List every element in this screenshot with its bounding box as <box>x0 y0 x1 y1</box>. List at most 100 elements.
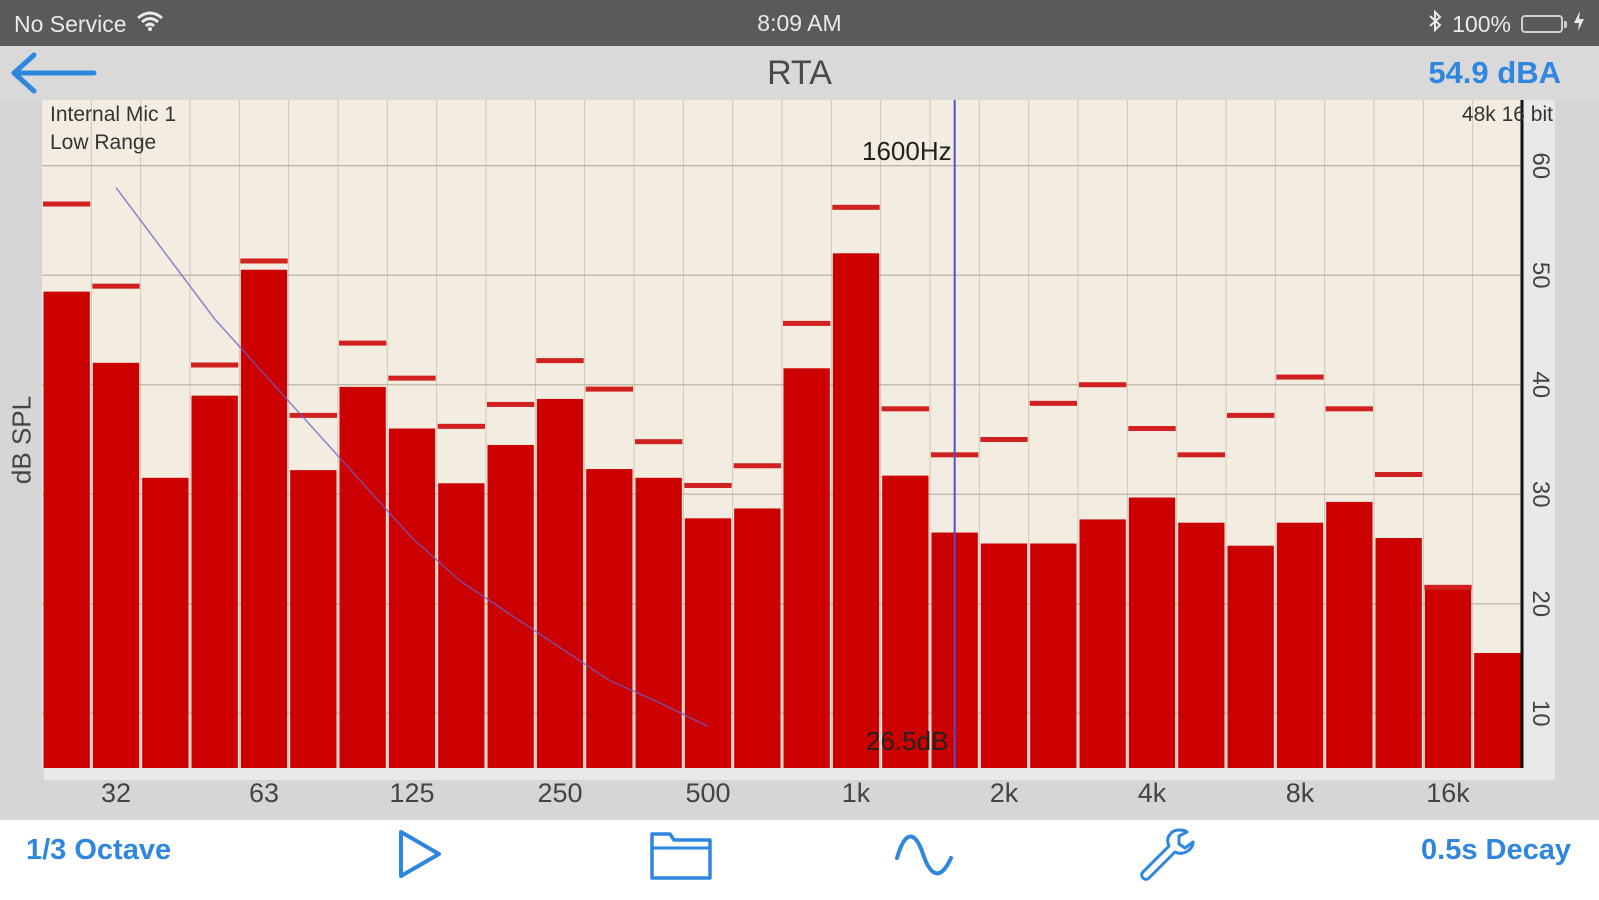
nav-bar: RTA 54.9 dBA <box>0 46 1599 100</box>
bar <box>339 386 386 768</box>
back-arrow-icon <box>11 52 97 94</box>
peak-marker <box>1424 584 1472 590</box>
peak-marker <box>289 412 337 418</box>
cursor-level-label: 26.5dB <box>866 726 949 756</box>
peak-marker <box>1029 400 1077 406</box>
battery-percent: 100% <box>1452 10 1511 37</box>
carrier-label: No Service <box>14 10 127 37</box>
input-source-label: Internal Mic 1 <box>50 103 177 126</box>
bar <box>586 469 633 768</box>
octave-button[interactable]: 1/3 Octave <box>26 834 172 866</box>
peak-marker <box>191 362 239 368</box>
play-button[interactable] <box>395 824 445 889</box>
bluetooth-icon <box>1428 9 1442 38</box>
bar <box>290 470 337 768</box>
bar <box>882 475 929 768</box>
peak-marker <box>733 463 781 469</box>
peak-marker <box>43 201 91 207</box>
peak-marker <box>1375 472 1423 478</box>
bar <box>487 444 534 768</box>
peak-marker <box>980 436 1028 442</box>
cursor-frequency-label: 1600Hz <box>862 136 952 166</box>
x-axis-strip <box>0 780 1599 820</box>
format-label: 48k 16 bit <box>1461 103 1553 126</box>
bar <box>783 368 830 768</box>
back-button[interactable] <box>8 52 98 94</box>
bar <box>1474 653 1521 768</box>
bar <box>536 398 584 768</box>
x-tick-label: 500 <box>685 778 730 808</box>
y-axis-strip <box>1555 100 1599 780</box>
x-tick-label: 125 <box>389 778 434 808</box>
peak-marker <box>536 358 584 364</box>
decay-button[interactable]: 0.5s Decay <box>1421 834 1571 866</box>
peak-marker <box>832 204 880 210</box>
level-readout[interactable]: 54.9 dBA <box>1428 55 1561 90</box>
y-tick-label: 20 <box>1527 590 1554 617</box>
bar <box>684 518 732 768</box>
bar <box>635 477 682 768</box>
battery-icon <box>1521 15 1567 33</box>
peak-marker <box>635 439 683 445</box>
bar <box>734 508 781 768</box>
y-tick-label: 60 <box>1527 152 1554 179</box>
wifi-icon <box>136 10 164 38</box>
peak-marker <box>339 340 387 346</box>
bar <box>191 395 238 768</box>
bar <box>1424 587 1472 768</box>
bar <box>1375 538 1422 768</box>
bar <box>438 483 485 768</box>
folder-icon <box>650 832 712 880</box>
peak-marker <box>92 283 140 289</box>
open-file-button[interactable] <box>648 824 714 889</box>
peak-marker <box>585 386 633 392</box>
bar <box>388 428 436 768</box>
peak-marker <box>1177 452 1225 458</box>
bar <box>92 362 140 768</box>
x-tick-label: 32 <box>101 778 131 808</box>
y-tick-label: 10 <box>1527 700 1554 727</box>
y-tick-label: 30 <box>1527 481 1554 508</box>
bar <box>240 269 288 768</box>
x-tick-label: 250 <box>537 778 582 808</box>
peak-marker <box>1276 374 1324 380</box>
peak-marker <box>684 482 732 488</box>
bar <box>1276 522 1324 768</box>
bar <box>1079 519 1126 768</box>
bar <box>142 477 189 768</box>
y-label-strip <box>0 100 44 780</box>
y-tick-label: 40 <box>1527 371 1554 398</box>
x-tick-label: 1k <box>842 778 871 808</box>
charging-icon <box>1573 10 1585 38</box>
page-title: RTA <box>767 54 832 92</box>
peak-marker <box>1128 426 1176 432</box>
bar <box>832 253 880 769</box>
peak-marker <box>1079 382 1127 388</box>
peak-marker <box>388 375 436 381</box>
x-tick-label: 4k <box>1138 778 1167 808</box>
peak-marker <box>881 406 929 412</box>
bar <box>43 291 90 768</box>
x-tick-label: 2k <box>990 778 1019 808</box>
peak-marker <box>1325 406 1373 412</box>
range-label: Low Range <box>50 131 157 154</box>
peak-marker <box>1227 412 1275 418</box>
peak-marker <box>240 258 288 264</box>
x-tick-label: 16k <box>1426 778 1470 808</box>
bar <box>1030 543 1077 768</box>
settings-button[interactable] <box>1135 824 1199 893</box>
x-tick-label: 8k <box>1286 778 1315 808</box>
bar <box>1128 497 1176 768</box>
y-tick-label: 50 <box>1527 262 1554 289</box>
wrench-icon <box>1140 828 1195 881</box>
bar <box>1227 545 1274 768</box>
weighting-curve-icon <box>895 834 953 876</box>
toolbar: 1/3 Octave 0.5s Decay <box>0 820 1599 900</box>
peak-marker <box>783 320 831 326</box>
weighting-button[interactable] <box>893 824 957 889</box>
bar <box>980 543 1028 768</box>
play-icon <box>399 830 441 878</box>
bar <box>1178 522 1225 768</box>
bar <box>1326 501 1373 768</box>
